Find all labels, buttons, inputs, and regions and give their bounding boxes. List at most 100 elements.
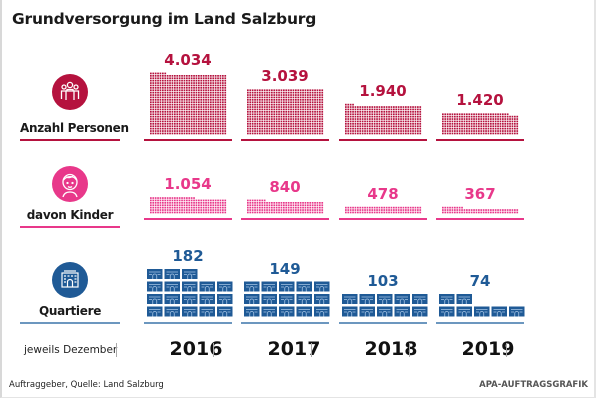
person-dot [169,202,171,204]
person-dot [444,115,447,118]
person-dot [405,113,407,116]
person-dot [478,123,480,125]
person-dot [385,108,388,111]
person-dot [290,204,292,207]
person-dot [373,130,376,132]
person-dot [256,89,259,92]
person-dot [181,89,183,92]
person-dot [150,204,152,207]
person-dot [271,123,273,125]
person-dot [307,125,309,128]
person-dot [319,99,321,101]
person-dot [458,209,461,211]
person-dot [278,94,280,96]
person-dot [405,206,407,209]
quarter-block [199,306,215,317]
person-dot [449,115,451,118]
person-dot [361,209,364,211]
pictogram [442,206,519,214]
person-dot [400,120,402,123]
person-dot [181,211,183,214]
person-dot [195,94,198,96]
person-dot [176,94,179,96]
person-dot [280,118,283,120]
person-dot [397,115,400,118]
person-dot [345,125,347,128]
person-dot [349,206,352,209]
person-dot [369,132,371,135]
person-dot [224,91,227,94]
person-dot [292,115,295,118]
person-dot [473,125,475,128]
person-dot [162,101,164,104]
person-dot [304,127,307,130]
person-dot [193,87,195,89]
person-dot [193,84,195,87]
person-dot [200,199,203,202]
person-dot [502,123,504,125]
person-dot [414,127,417,130]
person-dot [458,120,461,123]
person-dot [364,127,366,130]
person-dot [321,118,324,120]
axis-separator [409,343,410,357]
person-dot [449,209,451,211]
person-dot [174,108,176,111]
person-dot [183,77,186,80]
person-dot [157,199,159,202]
person-dot [222,132,224,135]
person-dot [275,118,278,120]
person-dot [504,130,507,132]
person-dot [256,127,259,130]
baseline [436,322,524,324]
person-dot [446,123,449,125]
person-dot [202,77,205,80]
person-dot [361,206,364,209]
person-dot [376,123,378,125]
person-dot [217,111,219,113]
person-dot [487,211,490,214]
person-dot [485,130,487,132]
person-dot [285,89,288,92]
person-dot [266,127,268,130]
person-dot [205,77,207,80]
person-dot [299,204,302,207]
person-dot [412,206,414,209]
person-dot [152,202,155,204]
person-dot [254,209,256,211]
person-dot [224,206,227,209]
person-dot [409,209,412,211]
person-dot [497,123,499,125]
person-dot [190,99,193,101]
person-dot [162,84,164,87]
person-dot [205,123,207,125]
person-dot [412,127,414,130]
person-dot [212,106,215,108]
person-dot [214,101,217,104]
person-dot [212,108,215,111]
person-dot [251,125,254,128]
person-dot [516,125,519,128]
person-dot [285,202,288,204]
person-dot [402,106,405,108]
person-dot [307,132,309,135]
person-dot [205,118,207,120]
person-dot [393,130,395,132]
person-dot [171,209,174,211]
person-dot [195,113,198,116]
person-dot [224,94,227,96]
person-dot [492,113,495,116]
person-dot [345,123,347,125]
person-dot [395,115,398,118]
person-dot [304,204,307,207]
person-dot [176,120,179,123]
person-dot [210,87,212,89]
person-dot [295,99,297,101]
person-dot [224,99,227,101]
person-dot [388,113,390,116]
person-dot [393,206,395,209]
person-dot [444,211,447,214]
person-dot [254,120,256,123]
person-dot [162,204,164,207]
person-dot [366,123,369,125]
